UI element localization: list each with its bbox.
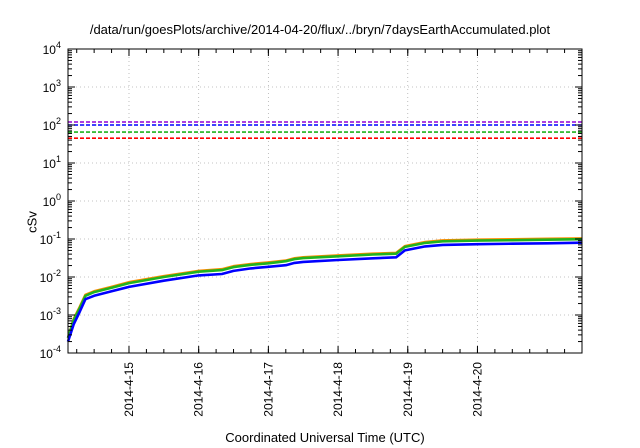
y-axis-label: cSv	[24, 211, 40, 233]
chart-title: /data/run/goesPlots/archive/2014-04-20/f…	[89, 22, 551, 37]
x-tick-label: 2014-4-16	[192, 362, 206, 417]
series-lines	[66, 121, 583, 343]
series-line	[66, 237, 583, 339]
y-tick-label: 10-3	[40, 306, 61, 323]
y-tick-label: 10-4	[40, 344, 61, 361]
axis-ticks: 10-4 10-3 10-2 10-1 100 101 102 103 104 2014-4-15…	[40, 40, 583, 417]
series-line	[66, 241, 583, 343]
y-tick-label: 101	[43, 154, 61, 171]
y-tick-label: 10-2	[40, 268, 61, 285]
x-tick-label: 2014-4-15	[122, 362, 136, 417]
y-tick-label: 100	[43, 192, 61, 209]
y-tick-label: 103	[43, 78, 61, 95]
y-tick-label: 102	[43, 116, 61, 133]
x-tick-label: 2014-4-17	[261, 362, 275, 417]
x-axis-label: Coordinated Universal Time (UTC)	[225, 430, 425, 445]
grid-lines	[68, 49, 582, 353]
y-tick-label: 104	[43, 40, 61, 57]
series-line	[66, 237, 583, 339]
x-tick-label: 2014-4-20	[470, 362, 484, 417]
x-tick-label: 2014-4-19	[401, 362, 415, 417]
x-tick-label: 2014-4-18	[331, 362, 345, 417]
y-tick-label: 10-1	[40, 230, 61, 247]
